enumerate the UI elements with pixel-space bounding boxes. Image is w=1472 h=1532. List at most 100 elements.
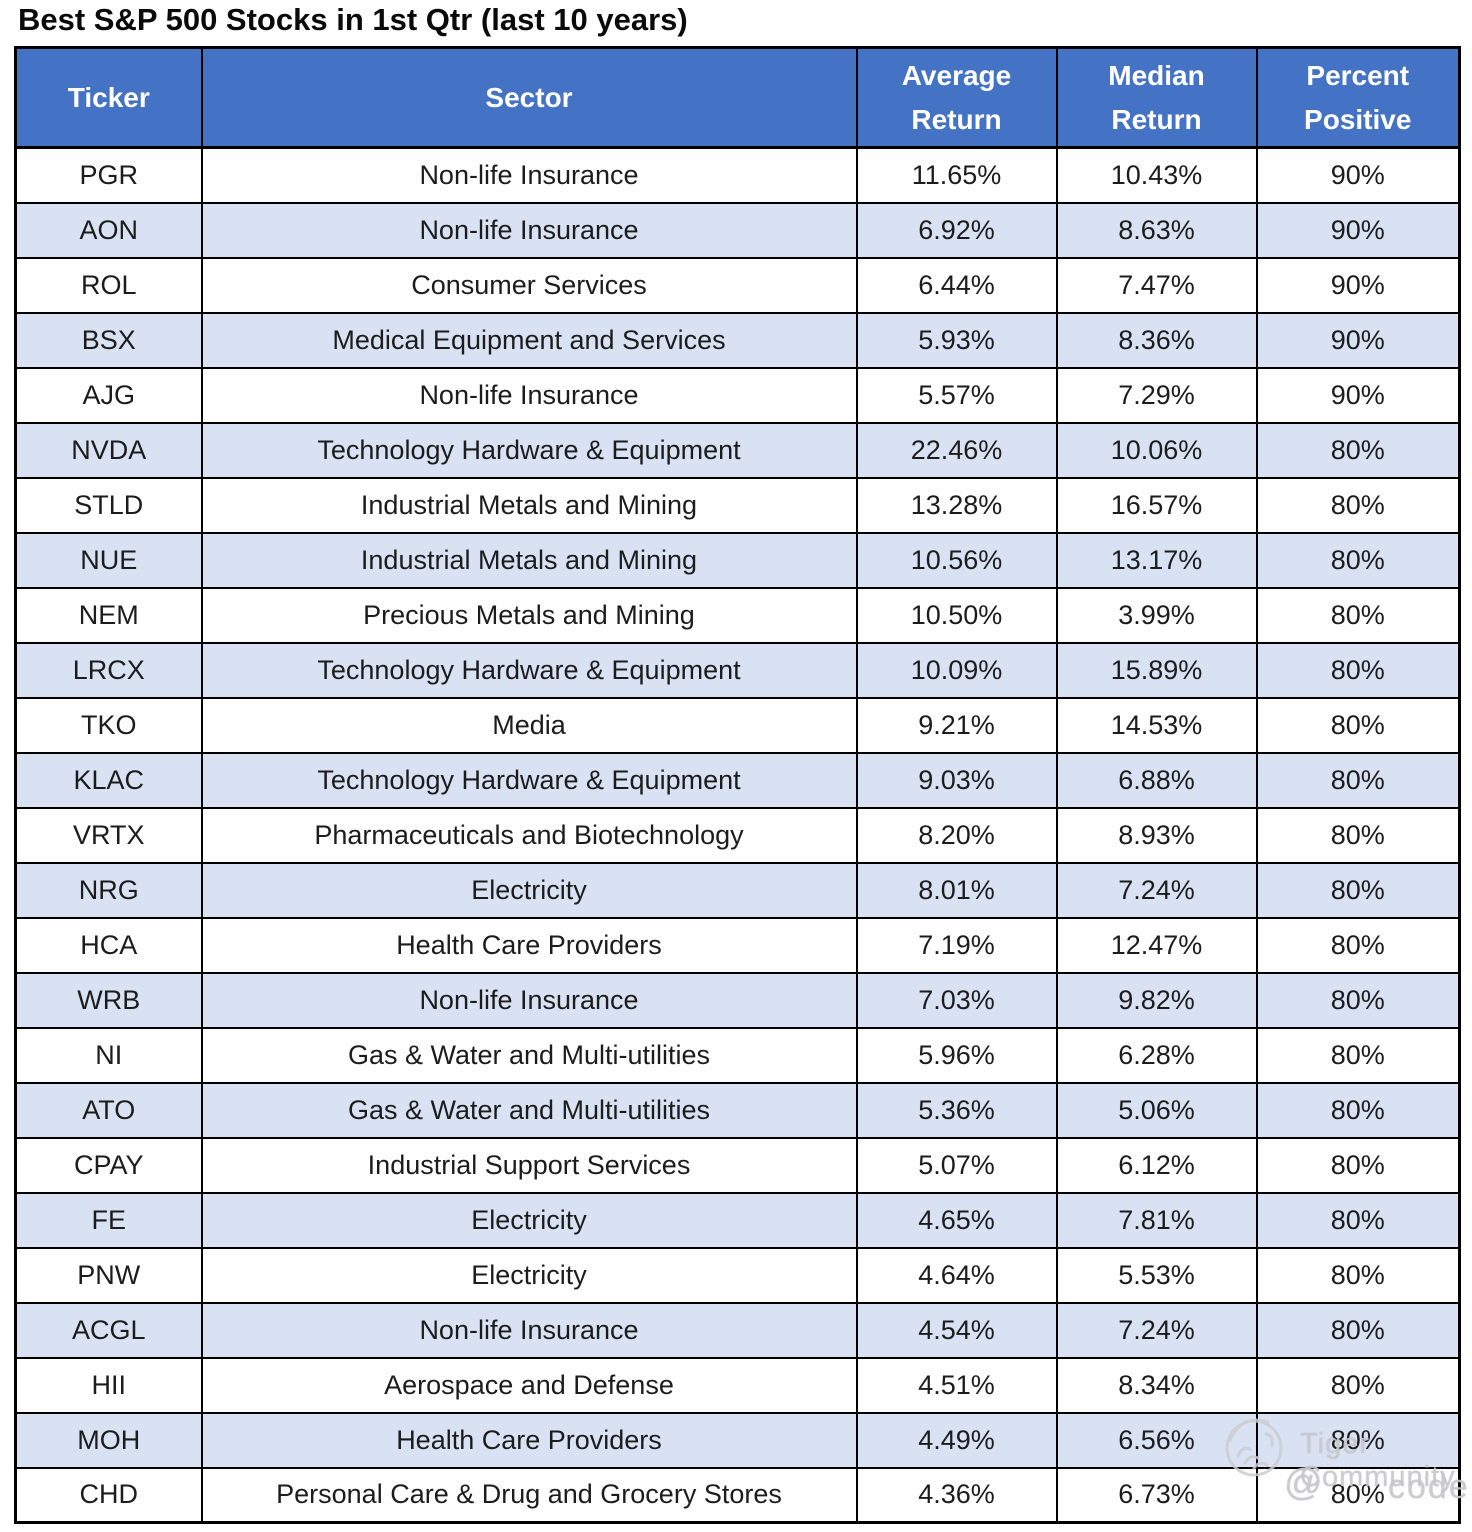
median-return-cell: 7.24%: [1055, 861, 1258, 919]
header-row: Ticker Sector Average Return Median Retu…: [14, 46, 1461, 149]
median-return-cell: 7.81%: [1055, 1191, 1258, 1249]
percent-positive-cell: 80%: [1255, 1191, 1461, 1249]
avg-return-cell: 5.93%: [855, 311, 1058, 369]
percent-positive-cell: 80%: [1255, 476, 1461, 534]
sector-cell: Technology Hardware & Equipment: [200, 421, 858, 479]
stocks-table: Ticker Sector Average Return Median Retu…: [14, 46, 1461, 1524]
median-return-cell: 6.73%: [1055, 1466, 1258, 1524]
ticker-cell: STLD: [14, 476, 203, 534]
sector-cell: Medical Equipment and Services: [200, 311, 858, 369]
avg-return-cell: 6.92%: [855, 201, 1058, 259]
sector-cell: Aerospace and Defense: [200, 1356, 858, 1414]
table-row: CPAY Industrial Support Services 5.07% 6.12…: [14, 1136, 1461, 1194]
percent-positive-cell: 90%: [1255, 366, 1461, 424]
ticker-cell: HII: [14, 1356, 203, 1414]
avg-return-cell: 7.03%: [855, 971, 1058, 1029]
percent-positive-cell: 80%: [1255, 1356, 1461, 1414]
table-header: Ticker Sector Average Return Median Retu…: [14, 46, 1461, 149]
percent-positive-cell: 80%: [1255, 421, 1461, 479]
table-body: PGR Non-life Insurance 11.65% 10.43% 90% AON N…: [14, 146, 1461, 1524]
avg-return-cell: 5.57%: [855, 366, 1058, 424]
percent-positive-cell: 80%: [1255, 1081, 1461, 1139]
ticker-cell: HCA: [14, 916, 203, 974]
ticker-cell: BSX: [14, 311, 203, 369]
median-return-cell: 9.82%: [1055, 971, 1258, 1029]
table-row: TKO Media 9.21% 14.53% 80%: [14, 696, 1461, 754]
sector-cell: Electricity: [200, 1246, 858, 1304]
ticker-cell: ROL: [14, 256, 203, 314]
median-return-cell: 6.28%: [1055, 1026, 1258, 1084]
sector-cell: Pharmaceuticals and Biotechnology: [200, 806, 858, 864]
sector-cell: Gas & Water and Multi-utilities: [200, 1026, 858, 1084]
table-row: ROL Consumer Services 6.44% 7.47% 90%: [14, 256, 1461, 314]
ticker-cell: CPAY: [14, 1136, 203, 1194]
median-return-cell: 6.56%: [1055, 1411, 1258, 1469]
avg-return-cell: 9.03%: [855, 751, 1058, 809]
percent-positive-cell: 80%: [1255, 531, 1461, 589]
ticker-cell: AJG: [14, 366, 203, 424]
median-return-cell: 8.34%: [1055, 1356, 1258, 1414]
percent-positive-cell: 80%: [1255, 751, 1461, 809]
ticker-cell: KLAC: [14, 751, 203, 809]
sector-cell: Precious Metals and Mining: [200, 586, 858, 644]
avg-return-cell: 4.36%: [855, 1466, 1058, 1524]
median-return-cell: 10.06%: [1055, 421, 1258, 479]
ticker-cell: MOH: [14, 1411, 203, 1469]
table-row: WRB Non-life Insurance 7.03% 9.82% 80%: [14, 971, 1461, 1029]
percent-positive-cell: 80%: [1255, 586, 1461, 644]
avg-return-cell: 10.50%: [855, 586, 1058, 644]
median-return-cell: 16.57%: [1055, 476, 1258, 534]
sector-cell: Non-life Insurance: [200, 201, 858, 259]
percent-positive-cell: 90%: [1255, 146, 1461, 204]
ticker-cell: NRG: [14, 861, 203, 919]
median-return-cell: 7.24%: [1055, 1301, 1258, 1359]
median-return-cell: 8.63%: [1055, 201, 1258, 259]
avg-return-cell: 4.49%: [855, 1411, 1058, 1469]
avg-return-cell: 10.56%: [855, 531, 1058, 589]
median-return-cell: 7.29%: [1055, 366, 1258, 424]
table-row: HII Aerospace and Defense 4.51% 8.34% 80%: [14, 1356, 1461, 1414]
ticker-cell: NI: [14, 1026, 203, 1084]
percent-positive-cell: 80%: [1255, 696, 1461, 754]
table-row: ATO Gas & Water and Multi-utilities 5.36% 5…: [14, 1081, 1461, 1139]
ticker-cell: NUE: [14, 531, 203, 589]
percent-positive-cell: 80%: [1255, 1246, 1461, 1304]
table-row: STLD Industrial Metals and Mining 13.28% 16…: [14, 476, 1461, 534]
median-return-cell: 6.12%: [1055, 1136, 1258, 1194]
sector-cell: Non-life Insurance: [200, 366, 858, 424]
ticker-cell: TKO: [14, 696, 203, 754]
col-header-percent-positive: Percent Positive: [1255, 46, 1461, 149]
ticker-cell: ACGL: [14, 1301, 203, 1359]
sector-cell: Personal Care & Drug and Grocery Stores: [200, 1466, 858, 1524]
sector-cell: Industrial Metals and Mining: [200, 531, 858, 589]
col-header-ticker: Ticker: [14, 46, 203, 149]
avg-return-cell: 5.36%: [855, 1081, 1058, 1139]
percent-positive-cell: 80%: [1255, 1466, 1461, 1524]
ticker-cell: LRCX: [14, 641, 203, 699]
table-row: AON Non-life Insurance 6.92% 8.63% 90%: [14, 201, 1461, 259]
percent-positive-cell: 80%: [1255, 1026, 1461, 1084]
percent-positive-cell: 80%: [1255, 861, 1461, 919]
median-return-cell: 7.47%: [1055, 256, 1258, 314]
sector-cell: Electricity: [200, 1191, 858, 1249]
avg-return-cell: 22.46%: [855, 421, 1058, 479]
sector-cell: Health Care Providers: [200, 916, 858, 974]
median-return-cell: 3.99%: [1055, 586, 1258, 644]
median-return-cell: 13.17%: [1055, 531, 1258, 589]
table-row: FE Electricity 4.65% 7.81% 80%: [14, 1191, 1461, 1249]
col-header-ticker-label: Ticker: [67, 81, 150, 113]
avg-return-cell: 4.54%: [855, 1301, 1058, 1359]
table-row: NUE Industrial Metals and Mining 10.56% 13.…: [14, 531, 1461, 589]
table-row: AJG Non-life Insurance 5.57% 7.29% 90%: [14, 366, 1461, 424]
sector-cell: Technology Hardware & Equipment: [200, 641, 858, 699]
ticker-cell: NEM: [14, 586, 203, 644]
percent-positive-cell: 80%: [1255, 1301, 1461, 1359]
median-return-cell: 8.93%: [1055, 806, 1258, 864]
median-return-cell: 5.06%: [1055, 1081, 1258, 1139]
table-row: NI Gas & Water and Multi-utilities 5.96% 6.…: [14, 1026, 1461, 1084]
percent-positive-cell: 90%: [1255, 201, 1461, 259]
percent-positive-cell: 80%: [1255, 1136, 1461, 1194]
percent-positive-cell: 80%: [1255, 971, 1461, 1029]
median-return-cell: 8.36%: [1055, 311, 1258, 369]
table-row: NRG Electricity 8.01% 7.24% 80%: [14, 861, 1461, 919]
